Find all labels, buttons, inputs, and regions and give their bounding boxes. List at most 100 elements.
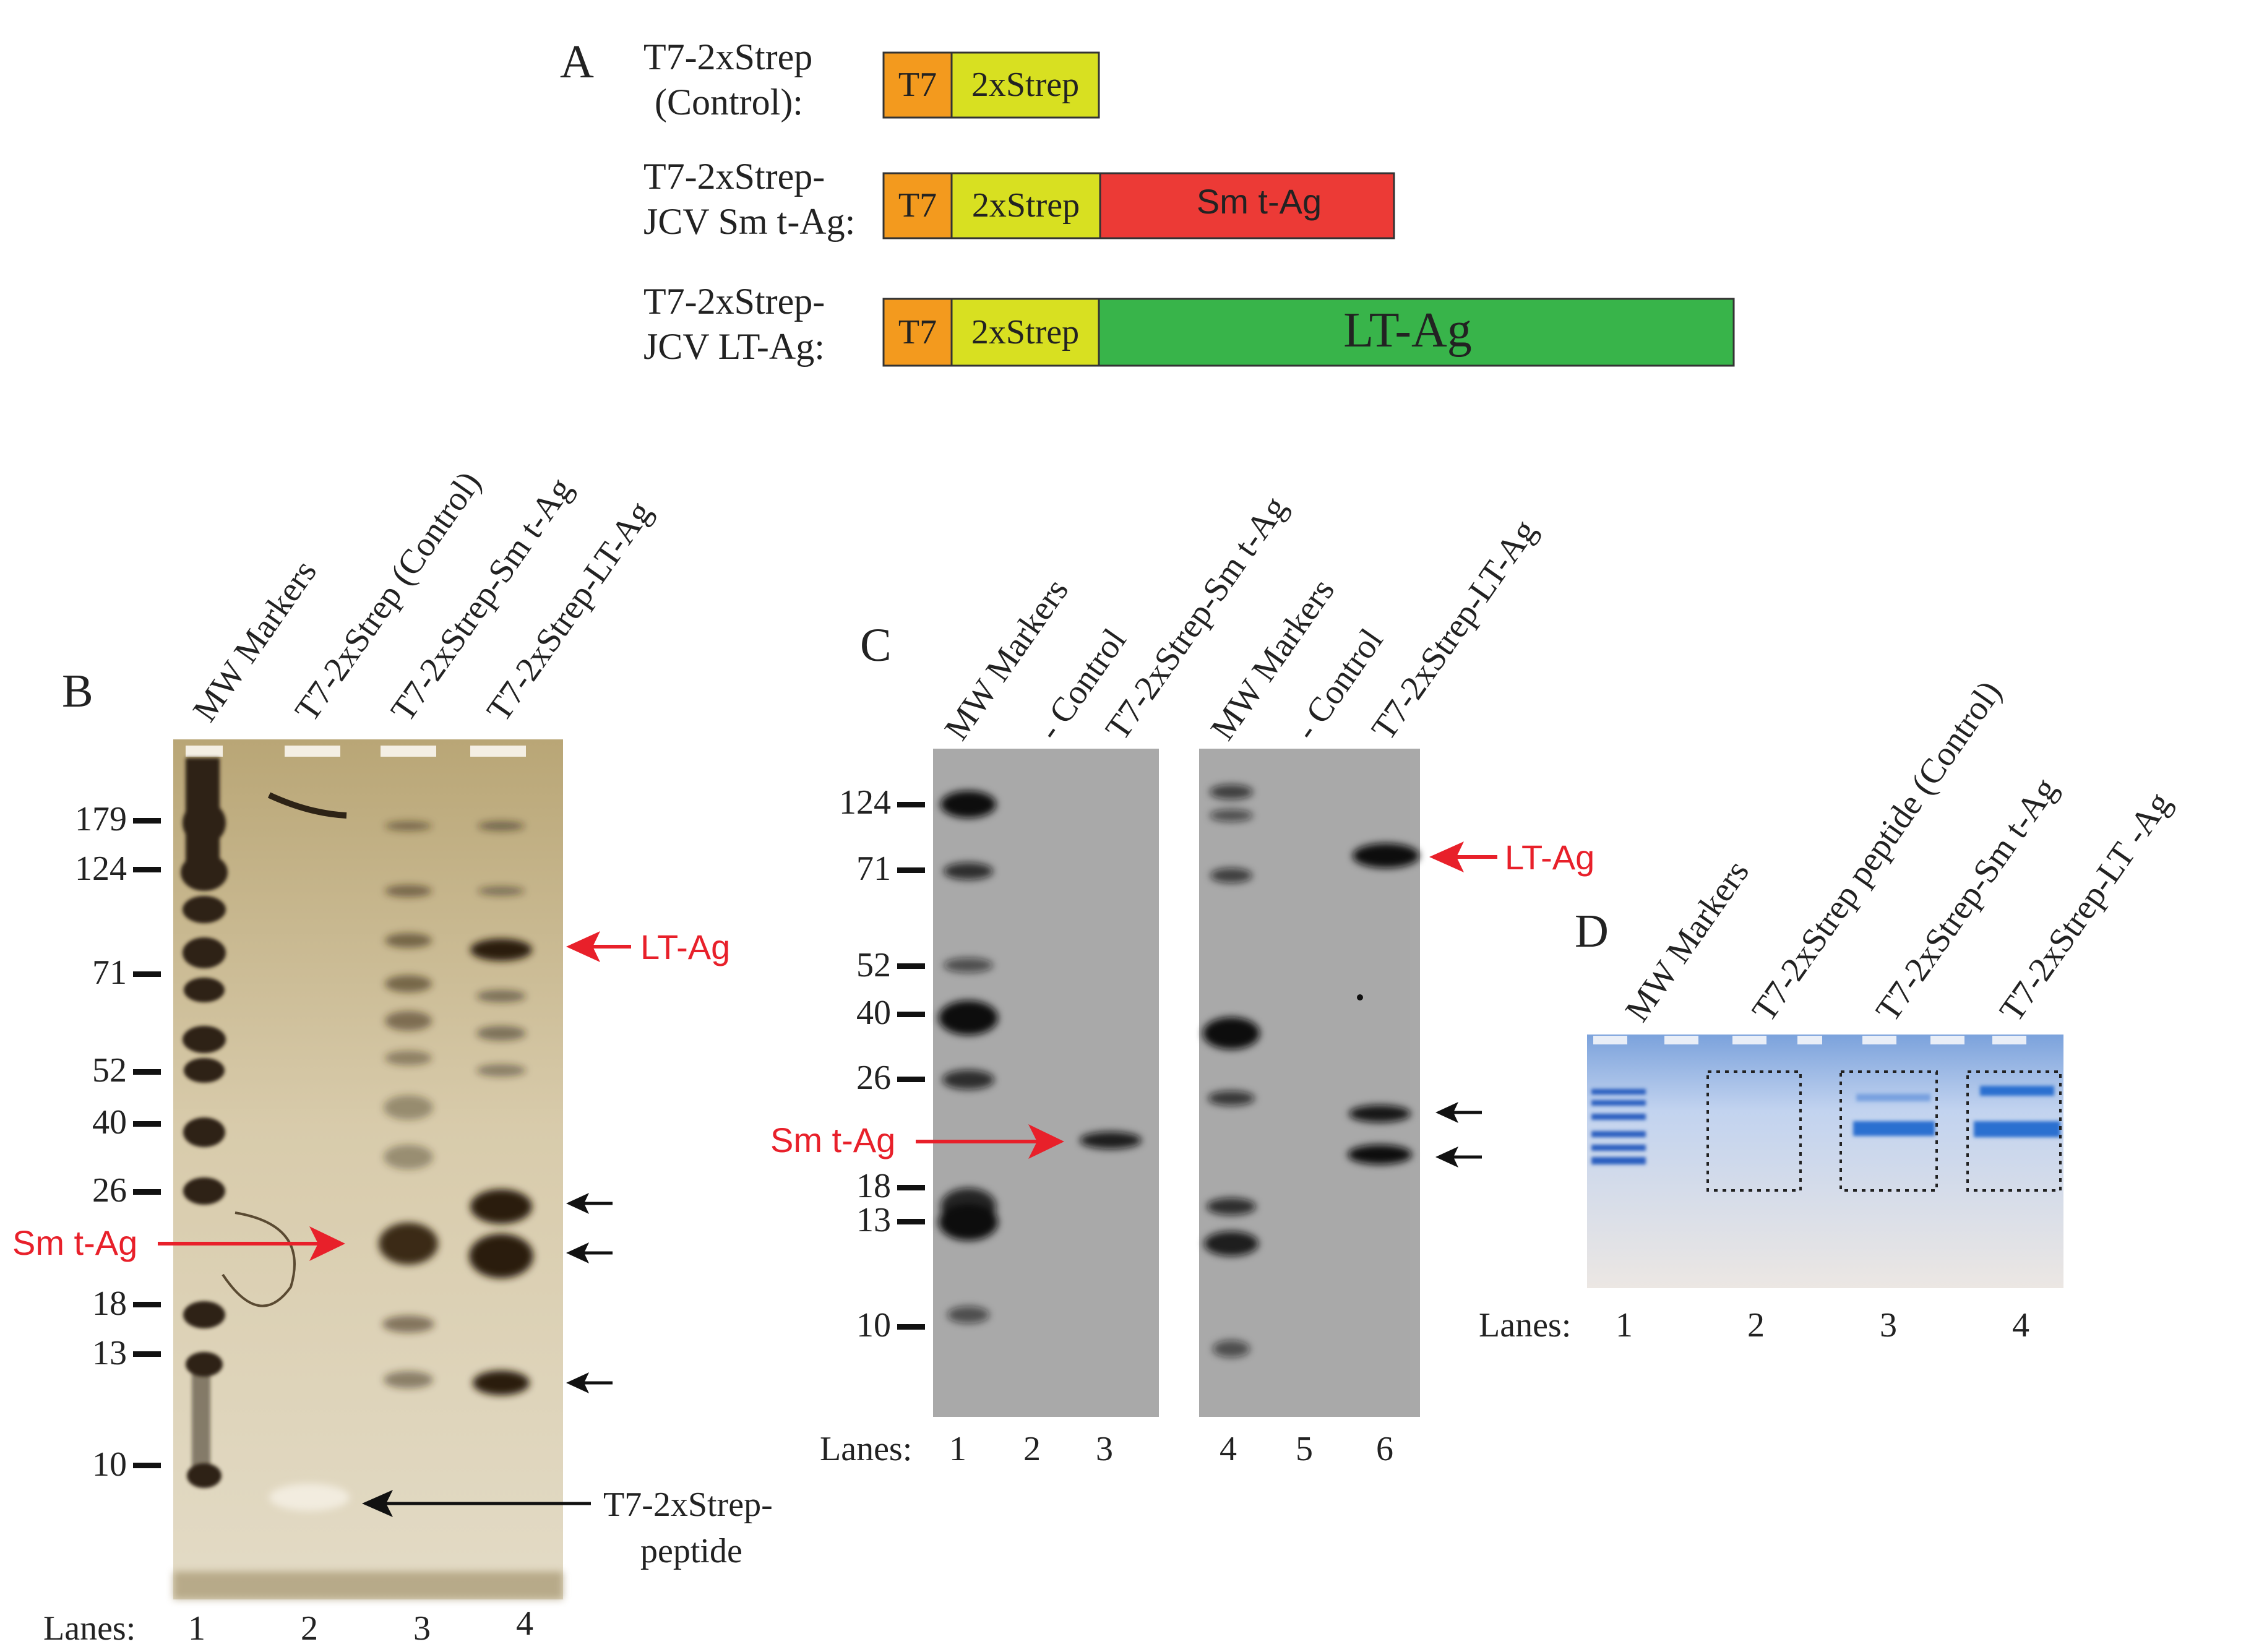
mw-marker-label: 10 <box>92 1445 127 1484</box>
lt-ag-annotation: LT-Ag <box>566 927 730 966</box>
sm-t-ag-label: Sm t-Ag <box>1197 182 1322 221</box>
construct-name-line2: JCV LT-Ag: <box>643 326 825 367</box>
left-arrow-icon <box>1435 1102 1458 1123</box>
construct-name-line1: T7-2xStrep- <box>643 156 825 197</box>
left-arrow-icon <box>566 931 600 962</box>
strep-tag-label: 2xStrep <box>972 186 1080 225</box>
lt-ag-annotation: LT-Ag <box>1429 838 1594 877</box>
construct-name-line1: T7-2xStrep- <box>643 281 825 322</box>
lanes-prefix: Lanes: <box>820 1430 912 1468</box>
silver-gel-image <box>173 739 563 1599</box>
mw-marker-label: 52 <box>856 946 891 984</box>
lanes-prefix: Lanes: <box>1479 1306 1571 1344</box>
t7-tag-box <box>882 298 953 367</box>
strep-tag-label: 2xStrep <box>971 313 1079 351</box>
lane-number-row: Lanes: 1 2 3 4 5 6 <box>820 1430 1393 1468</box>
lane-header: T7-2xStrep (Control) <box>288 465 489 729</box>
mw-marker-label: 179 <box>75 800 127 838</box>
left-arrow-icon <box>566 1372 589 1393</box>
construct-control: T7-2xStrep (Control): T7 2xStrep <box>643 37 1100 123</box>
peptide-annotation: T7-2xStrep- peptide <box>362 1486 773 1570</box>
lane-number-row: Lanes: 1 2 3 4 <box>1479 1306 2029 1344</box>
lane-number: 2 <box>1747 1306 1765 1344</box>
sm-t-ag-annotation: Sm t-Ag <box>770 1121 1064 1159</box>
panel-a-letter: A <box>560 36 594 88</box>
panel-d-letter: D <box>1575 905 1609 957</box>
lane-number: 6 <box>1376 1430 1393 1468</box>
left-arrow-icon <box>1435 1147 1458 1168</box>
lane-header: T7-2xStrep-LT-Ag <box>1364 513 1544 747</box>
sm-t-ag-label: Sm t-Ag <box>12 1223 137 1262</box>
mw-marker-label: 18 <box>92 1284 127 1323</box>
western-blot-left <box>933 749 1159 1417</box>
mw-marker-label: 26 <box>856 1059 891 1097</box>
lane-number-row: Lanes: 1 2 3 4 <box>43 1604 533 1648</box>
mw-marker-scale: 124 71 52 40 26 18 13 10 <box>839 783 925 1344</box>
mw-marker-label: 26 <box>92 1171 127 1210</box>
left-arrow-icon <box>566 1242 589 1263</box>
sm-t-ag-box <box>1099 172 1395 239</box>
t7-tag-box <box>882 172 953 239</box>
lane-number: 4 <box>516 1604 533 1643</box>
lane-3-dotted-box <box>1839 1070 1938 1192</box>
peptide-label-line1: T7-2xStrep- <box>603 1486 773 1524</box>
mw-marker-label: 71 <box>92 953 127 992</box>
western-blot-right <box>1199 749 1420 1417</box>
lt-ag-label: LT-Ag <box>1343 303 1471 358</box>
construct-name-line2: (Control): <box>655 82 803 123</box>
t7-tag-label: T7 <box>898 186 937 225</box>
coomassie-gel-image <box>1587 1035 2063 1288</box>
lane-number: 5 <box>1296 1430 1313 1468</box>
band-arrows <box>566 1193 613 1393</box>
lane-number: 4 <box>1220 1430 1237 1468</box>
construct-name-line1: T7-2xStrep <box>643 37 812 77</box>
panel-b: B MW Markers T7-2xStrep (Control) T7-2xS… <box>12 465 773 1648</box>
left-arrow-icon <box>1429 841 1464 872</box>
lane-number: 2 <box>1023 1430 1041 1468</box>
lt-ag-box <box>1098 298 1735 367</box>
panel-a: A T7-2xStrep (Control): T7 2xStrep T7-2x… <box>560 36 1735 367</box>
lane-number: 1 <box>949 1430 966 1468</box>
left-arrow-icon <box>566 1193 589 1214</box>
mw-marker-label: 40 <box>92 1103 127 1142</box>
lane-number: 4 <box>2012 1306 2029 1344</box>
strep-tag-label: 2xStrep <box>971 66 1079 104</box>
band-arrows <box>1435 1102 1482 1168</box>
right-arrow-icon <box>309 1226 345 1261</box>
panel-b-letter: B <box>62 665 93 717</box>
mw-marker-label: 124 <box>75 850 127 888</box>
mw-marker-label: 71 <box>856 850 891 888</box>
construct-sm-t-ag: T7-2xStrep- JCV Sm t-Ag: T7 2xStrep Sm t… <box>643 156 1395 242</box>
sm-t-ag-annotation: Sm t-Ag <box>12 1223 345 1262</box>
lane-header: T7-2xStrep-Sm t-Ag <box>384 471 580 729</box>
mw-marker-scale: 179 124 71 52 40 26 18 13 10 <box>75 800 161 1484</box>
t7-tag-label: T7 <box>898 313 937 351</box>
lane-header: MW Markers <box>1618 853 1757 1028</box>
lane-header: T7-2xStrep peptide (Control) <box>1745 674 2009 1028</box>
lane-number: 1 <box>1616 1306 1633 1344</box>
mw-marker-label: 52 <box>92 1051 127 1090</box>
lane-number: 3 <box>1880 1306 1897 1344</box>
lane-header: T7-2xStrep-Sm t-Ag <box>1098 489 1295 747</box>
sm-t-ag-label: Sm t-Ag <box>770 1121 895 1159</box>
t7-tag-label: T7 <box>898 66 937 104</box>
construct-name-line2: JCV Sm t-Ag: <box>643 201 855 242</box>
lt-ag-label: LT-Ag <box>640 927 730 966</box>
lane-number: 3 <box>413 1609 431 1648</box>
lane-number: 2 <box>301 1609 318 1648</box>
right-arrow-icon <box>1028 1124 1064 1159</box>
lanes-prefix: Lanes: <box>43 1609 136 1648</box>
t7-tag-box <box>882 51 953 119</box>
panel-c-letter: C <box>860 619 892 671</box>
lt-ag-label: LT-Ag <box>1505 838 1594 877</box>
mw-marker-label: 10 <box>856 1306 891 1344</box>
strep-tag-box <box>950 51 1100 119</box>
panel-c: C MW Markers - Control T7-2xStrep-Sm t-A… <box>770 489 1594 1468</box>
lane-number: 1 <box>188 1609 205 1648</box>
mw-marker-label: 13 <box>856 1201 891 1239</box>
mw-marker-label: 40 <box>856 994 891 1032</box>
left-arrow-icon <box>362 1490 393 1517</box>
lane-4-dotted-box <box>1966 1070 2062 1192</box>
lane-2-dotted-box <box>1706 1070 1802 1192</box>
